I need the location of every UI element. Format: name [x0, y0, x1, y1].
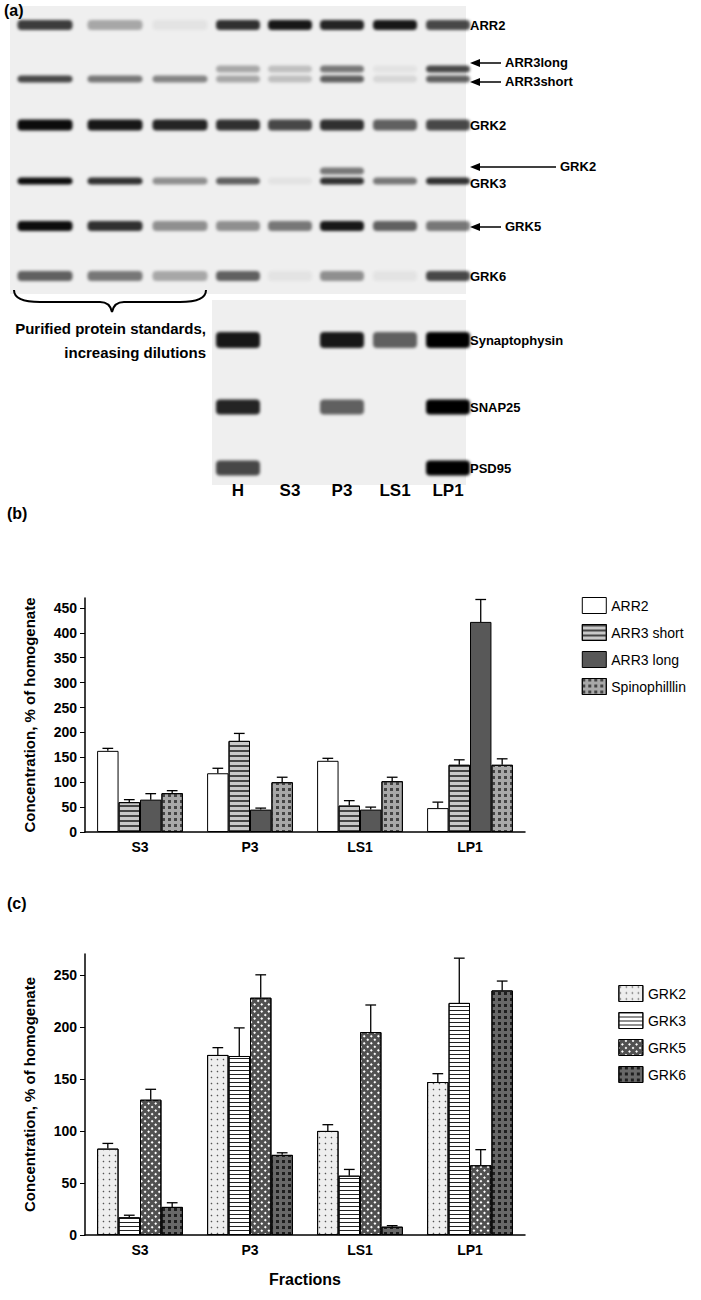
svg-text:400: 400	[54, 625, 78, 641]
svg-text:ARR2: ARR2	[470, 18, 505, 33]
svg-text:(c): (c)	[7, 895, 27, 912]
svg-text:250: 250	[54, 700, 78, 716]
svg-text:GRK2: GRK2	[560, 159, 596, 174]
svg-text:P3: P3	[241, 1242, 258, 1258]
svg-text:Synaptophysin: Synaptophysin	[470, 333, 563, 348]
svg-text:50: 50	[61, 1175, 77, 1191]
svg-text:GRK2: GRK2	[648, 986, 686, 1002]
svg-text:GRK3: GRK3	[470, 176, 506, 191]
svg-text:S3: S3	[131, 1242, 148, 1258]
svg-text:150: 150	[54, 1071, 78, 1087]
svg-text:ARR3short: ARR3short	[505, 74, 574, 89]
svg-text:S3: S3	[131, 839, 148, 855]
svg-text:ARR3 short: ARR3 short	[611, 625, 683, 641]
svg-text:200: 200	[54, 1019, 78, 1035]
svg-text:450: 450	[54, 600, 78, 616]
svg-text:Concentration, % of homogenate: Concentration, % of homogenate	[21, 977, 38, 1212]
svg-text:250: 250	[54, 967, 78, 983]
svg-text:300: 300	[54, 675, 78, 691]
svg-text:PSD95: PSD95	[470, 461, 511, 476]
svg-text:200: 200	[54, 724, 78, 740]
svg-text:(b): (b)	[7, 505, 27, 522]
svg-text:S3: S3	[280, 481, 301, 500]
svg-text:SNAP25: SNAP25	[470, 400, 521, 415]
svg-text:GRK5: GRK5	[505, 219, 541, 234]
svg-text:ARR3long: ARR3long	[505, 55, 568, 70]
svg-text:Fractions: Fractions	[269, 1271, 341, 1288]
svg-text:H: H	[232, 481, 244, 500]
svg-text:0: 0	[69, 1227, 77, 1243]
svg-text:LS1: LS1	[379, 481, 410, 500]
svg-text:LS1: LS1	[347, 839, 373, 855]
svg-text:(a): (a)	[4, 2, 24, 19]
svg-text:100: 100	[54, 1123, 78, 1139]
svg-text:350: 350	[54, 650, 78, 666]
svg-text:0: 0	[69, 824, 77, 840]
svg-text:150: 150	[54, 749, 78, 765]
svg-text:Purified protein standards,: Purified protein standards,	[15, 320, 206, 337]
svg-text:GRK6: GRK6	[470, 269, 506, 284]
svg-text:100: 100	[54, 774, 78, 790]
svg-text:Concentration, % of homogenate: Concentration, % of homogenate	[21, 597, 38, 832]
svg-text:LP1: LP1	[457, 839, 483, 855]
svg-text:P3: P3	[241, 839, 258, 855]
svg-text:LP1: LP1	[457, 1242, 483, 1258]
svg-text:Spinophilllin: Spinophilllin	[611, 679, 686, 695]
svg-text:ARR3 long: ARR3 long	[611, 652, 679, 668]
svg-text:increasing dilutions: increasing dilutions	[64, 344, 206, 361]
svg-text:ARR2: ARR2	[611, 598, 649, 614]
svg-text:P3: P3	[332, 481, 353, 500]
svg-text:GRK6: GRK6	[648, 1067, 686, 1083]
svg-text:LP1: LP1	[432, 481, 463, 500]
svg-text:GRK5: GRK5	[648, 1040, 686, 1056]
svg-text:LS1: LS1	[347, 1242, 373, 1258]
svg-text:GRK2: GRK2	[470, 118, 506, 133]
svg-text:50: 50	[61, 799, 77, 815]
svg-text:GRK3: GRK3	[648, 1013, 686, 1029]
